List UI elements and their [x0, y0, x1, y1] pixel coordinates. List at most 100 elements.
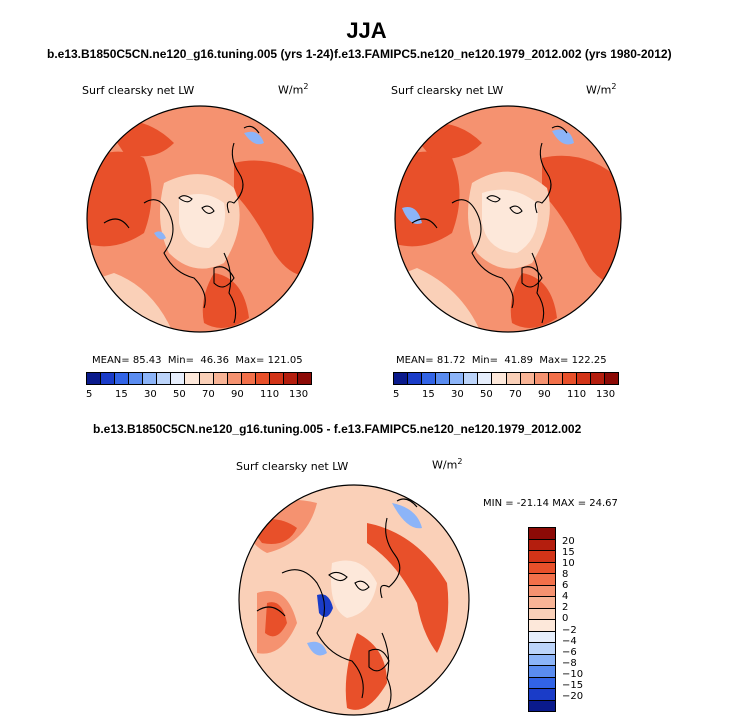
colorbar-swatch [408, 373, 423, 384]
colorbar-tick-label: −4 [562, 635, 577, 647]
colorbar-swatch [562, 373, 577, 384]
colorbar-swatch [529, 528, 555, 540]
panel2-case-title: f.e13.FAMIPC5.ne120_ne120.1979_2012.002 … [334, 47, 672, 61]
colorbar-swatch [529, 631, 555, 643]
colorbar-tick-label: 70 [509, 389, 522, 400]
colorbar-tick-label: 130 [289, 389, 309, 400]
diff-colorbar [528, 527, 556, 712]
colorbar-swatch [436, 373, 451, 384]
colorbar-swatch [129, 373, 144, 384]
colorbar-tick-label: 15 [562, 547, 575, 559]
colorbar-tick-label: 20 [562, 536, 575, 548]
colorbar-swatch [492, 373, 507, 384]
colorbar-swatch [576, 373, 591, 384]
colorbar-swatch [529, 620, 555, 632]
colorbar-swatch [185, 373, 200, 384]
colorbar-tick-label: −20 [562, 690, 584, 702]
panel2-units-label: W/m2 [586, 82, 617, 97]
colorbar-swatch [394, 373, 409, 384]
colorbar-tick-label: 2 [562, 602, 569, 614]
colorbar-tick-label: −6 [562, 646, 577, 658]
colorbar-swatch [171, 373, 186, 384]
diff-colorbar-ticks: 20 15 10 8 6 4 2 0 −2 −4 −6 −8 −10 −15 −20 [562, 536, 583, 702]
season-title: JJA [346, 18, 387, 43]
colorbar-tick-label: 50 [173, 389, 186, 400]
colorbar-tick-label: 90 [231, 389, 244, 400]
colorbar-swatch [422, 373, 437, 384]
colorbar-swatch [529, 574, 555, 586]
colorbar-swatch [534, 373, 549, 384]
panel1-colorbar [86, 372, 312, 385]
colorbar-tick-label: −10 [562, 668, 584, 680]
colorbar-tick-label: 15 [422, 389, 435, 400]
panel2-variable-label: Surf clearsky net LW [391, 84, 504, 97]
colorbar-tick-label: 8 [562, 569, 569, 581]
colorbar-swatch [529, 677, 555, 689]
colorbar-swatch [548, 373, 563, 384]
panel1-stats: MEAN= 85.43 Min= 46.36 Max= 121.05 [92, 355, 303, 366]
panel2-colorbar [393, 372, 619, 385]
colorbar-tick-label: 0 [562, 613, 569, 625]
panel1-variable-label: Surf clearsky net LW [82, 84, 195, 97]
diff-units-label: W/m2 [432, 457, 463, 472]
panel1-colorbar-ticks: 5 15 30 50 70 90 110 130 [86, 389, 318, 400]
colorbar-tick-label: 5 [86, 389, 93, 400]
colorbar-swatch [157, 373, 172, 384]
colorbar-tick-label: 50 [480, 389, 493, 400]
colorbar-tick-label: 10 [562, 558, 575, 570]
panel2-stats: MEAN= 81.72 Min= 41.89 Max= 122.25 [396, 355, 607, 366]
colorbar-swatch [604, 373, 618, 384]
colorbar-swatch [529, 700, 555, 711]
colorbar-swatch [529, 666, 555, 678]
colorbar-swatch [529, 539, 555, 551]
diff-polar-map [238, 484, 470, 716]
colorbar-swatch [241, 373, 256, 384]
diff-title: b.e13.B1850C5CN.ne120_g16.tuning.005 - f… [93, 422, 582, 436]
colorbar-swatch [255, 373, 270, 384]
colorbar-swatch [529, 608, 555, 620]
colorbar-tick-label: −15 [562, 679, 584, 691]
colorbar-tick-label: −8 [562, 657, 577, 669]
colorbar-tick-label: 6 [562, 580, 569, 592]
colorbar-swatch [590, 373, 605, 384]
colorbar-swatch [464, 373, 479, 384]
colorbar-swatch [115, 373, 130, 384]
colorbar-tick-label: 30 [144, 389, 157, 400]
colorbar-swatch [506, 373, 521, 384]
colorbar-swatch [143, 373, 158, 384]
panel2-polar-map [394, 105, 622, 333]
colorbar-tick-label: −2 [562, 624, 577, 636]
colorbar-tick-label: 130 [596, 389, 616, 400]
panel1-polar-map [86, 105, 314, 333]
colorbar-swatch [478, 373, 493, 384]
colorbar-swatch [529, 551, 555, 563]
colorbar-tick-label: 15 [115, 389, 128, 400]
colorbar-swatch [227, 373, 242, 384]
colorbar-swatch [269, 373, 284, 384]
colorbar-swatch [529, 643, 555, 655]
colorbar-tick-label: 5 [393, 389, 400, 400]
colorbar-swatch [283, 373, 298, 384]
colorbar-swatch [520, 373, 535, 384]
colorbar-swatch [213, 373, 228, 384]
colorbar-tick-label: 110 [567, 389, 587, 400]
colorbar-swatch [529, 562, 555, 574]
colorbar-swatch [529, 689, 555, 701]
colorbar-swatch [529, 654, 555, 666]
colorbar-swatch [101, 373, 116, 384]
diff-min-max-stats: MIN = -21.14 MAX = 24.67 [483, 498, 618, 509]
panel2-colorbar-ticks: 5 15 30 50 70 90 110 130 [393, 389, 625, 400]
colorbar-tick-label: 30 [451, 389, 464, 400]
colorbar-tick-label: 110 [260, 389, 280, 400]
colorbar-swatch [297, 373, 311, 384]
colorbar-swatch [529, 597, 555, 609]
colorbar-swatch [87, 373, 102, 384]
colorbar-swatch [529, 585, 555, 597]
colorbar-swatch [450, 373, 465, 384]
colorbar-tick-label: 70 [202, 389, 215, 400]
colorbar-tick-label: 4 [562, 591, 569, 603]
panel1-case-title: b.e13.B1850C5CN.ne120_g16.tuning.005 (yr… [47, 47, 334, 61]
colorbar-swatch [199, 373, 214, 384]
panel1-units-label: W/m2 [278, 82, 309, 97]
colorbar-tick-label: 90 [538, 389, 551, 400]
